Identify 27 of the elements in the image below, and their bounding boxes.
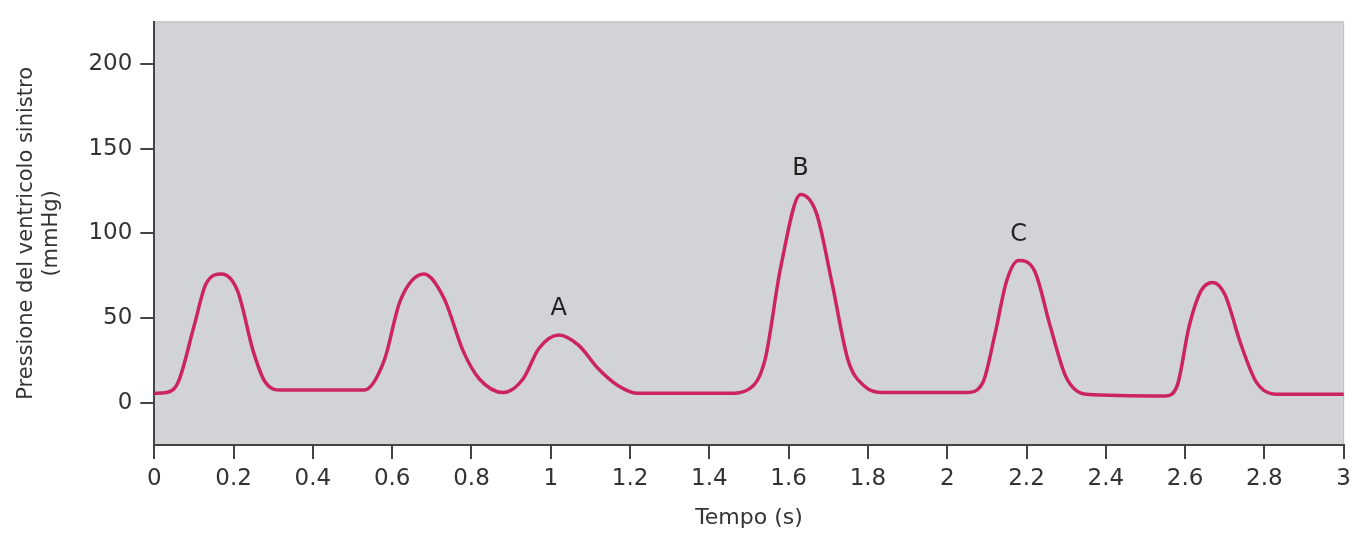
x-tick-label: 2	[939, 463, 955, 490]
x-tick-label: 2.8	[1246, 463, 1283, 490]
x-tick-label: 0.8	[453, 463, 490, 490]
x-tick-label: 1.8	[849, 463, 887, 490]
x-tick-label: 2.4	[1087, 463, 1125, 490]
y-tick-label: 50	[103, 303, 133, 330]
y-tick-label: 100	[88, 218, 133, 245]
x-tick-label: 0.6	[373, 463, 411, 490]
x-tick-label: 1.2	[611, 463, 649, 490]
y-tick-label: 150	[88, 133, 133, 160]
annotation: B	[792, 152, 809, 181]
y-axis-title: Pressione del ventricolo sinistro (mmHg)	[13, 66, 63, 400]
y-tick-label: 200	[88, 49, 133, 76]
x-tick-label: 0.2	[215, 463, 252, 490]
x-tick-label: 1.6	[770, 463, 807, 490]
x-tick-label: 1.4	[691, 463, 728, 490]
x-tick-label: 3	[1336, 463, 1351, 490]
annotation: C	[1010, 218, 1027, 247]
annotation: A	[550, 293, 568, 322]
x-tick-label: 0	[146, 463, 162, 490]
x-tick-label: 1	[543, 463, 559, 490]
x-tick-label: 0.4	[294, 463, 332, 490]
x-axis-title: Tempo (s)	[694, 503, 803, 529]
y-tick-label: 0	[117, 387, 133, 414]
line-series	[154, 192, 1344, 398]
x-tick-label: 2.2	[1008, 463, 1045, 490]
x-tick-label: 2.6	[1166, 463, 1204, 490]
